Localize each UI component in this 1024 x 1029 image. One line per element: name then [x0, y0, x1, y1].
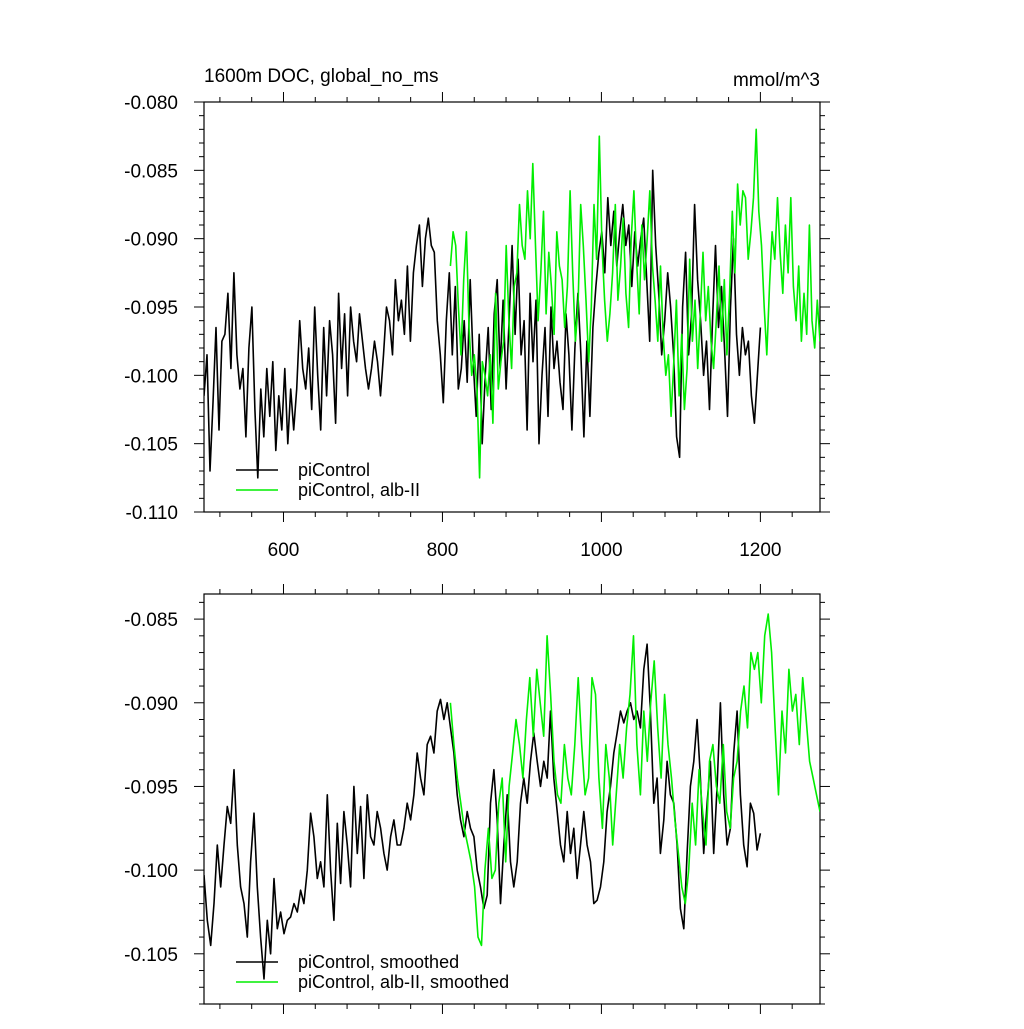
y-tick-label: -0.100 — [124, 861, 178, 882]
series-line-picontrol — [204, 643, 762, 980]
y-tick-label: -0.085 — [124, 161, 178, 182]
x-tick-label: 800 — [427, 540, 459, 561]
y-tick-label: -0.085 — [124, 610, 178, 631]
y-tick-label: -0.100 — [124, 366, 178, 387]
series-line-picontrol-alb-ii — [449, 128, 820, 479]
bottom-panel: -0.105 -0.100 -0.095 -0.090 -0.085 piControl,… — [124, 584, 830, 1014]
legend-label: piControl, alb-II — [298, 480, 420, 500]
units-label: mmol/m^3 — [733, 70, 820, 91]
chart-title: 1600m DOC, global_no_ms — [204, 66, 438, 87]
x-tick-label: 1200 — [739, 540, 781, 561]
y-tick-label: -0.105 — [124, 945, 178, 966]
legend-label: piControl — [298, 460, 370, 480]
y-tick-label: -0.095 — [124, 777, 178, 798]
y-tick-label: -0.110 — [126, 503, 178, 524]
y-tick-label: -0.105 — [124, 435, 178, 456]
legend-label: piControl, smoothed — [298, 952, 459, 972]
y-tick-label: -0.080 — [124, 93, 178, 114]
x-tick-label: 600 — [268, 540, 300, 561]
x-tick-label: 1000 — [580, 540, 622, 561]
top-panel: 600 800 1000 1200 -0.110 -0.105 -0.100 -0.095 -0… — [124, 66, 830, 561]
plot-frame — [203, 593, 821, 1005]
series-line-picontrol — [204, 169, 762, 479]
series-line-picontrol-alb-ii — [449, 613, 820, 947]
legend-label: piControl, alb-II, smoothed — [298, 972, 509, 992]
plot-frame — [203, 101, 821, 513]
y-tick-label: -0.095 — [124, 298, 178, 319]
y-tick-label: -0.090 — [124, 694, 178, 715]
y-tick-label: -0.090 — [124, 230, 178, 251]
